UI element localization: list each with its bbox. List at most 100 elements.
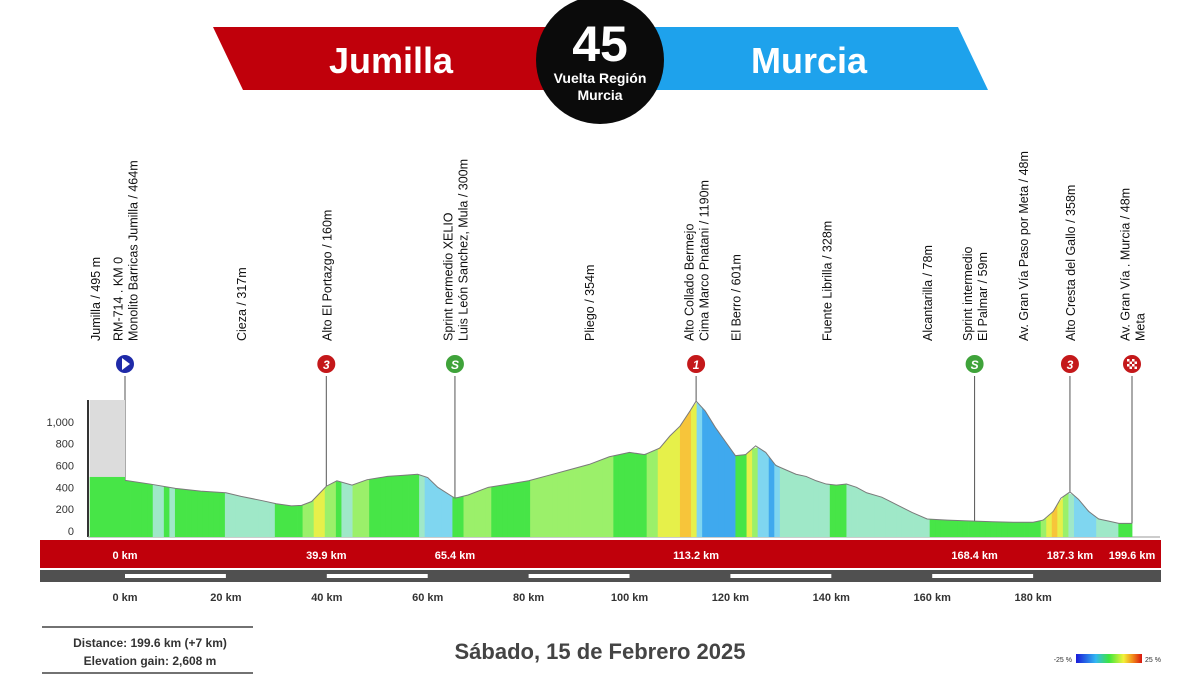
profile-slice [968,520,975,537]
profile-slice [380,476,387,537]
profile-slice [452,496,459,537]
profile-slice [557,471,564,537]
y-tick-label: 200 [56,504,74,516]
gradient-legend-bar [1076,654,1142,663]
profile-slice [607,455,614,537]
profile-slice [541,475,548,537]
km-marker-label: 65.4 km [435,550,476,562]
profile-slice [291,505,298,537]
profile-slice [441,489,448,537]
profile-slice [868,493,875,537]
waypoint-label: El Berro / 601m [729,254,743,341]
profile-slice [1057,496,1064,537]
waypoint-label: Alto El Portazgo / 160m [320,210,334,341]
profile-slice [469,492,476,537]
profile-slice [746,448,753,537]
profile-slice [901,507,908,537]
profile-slice [624,452,631,537]
profile-slice [535,477,542,537]
profile-slice [269,502,276,537]
profile-slice [180,488,187,537]
profile-slice [657,443,664,537]
profile-slice [829,484,836,537]
profile-slice [1068,492,1075,537]
profile-slice [391,475,398,537]
distance-band [40,540,1161,568]
profile-slice [863,490,870,537]
profile-slice [940,519,947,537]
scale-segment [528,574,630,578]
profile-slice [319,487,326,537]
profile-slice [402,474,409,537]
profile-slice [1112,522,1119,537]
profile-slice [796,474,803,537]
profile-slice [230,493,237,537]
profile-slice [297,504,303,537]
profile-slice [213,492,220,537]
checkered-flag-icon [1129,366,1132,369]
profile-slice [247,497,254,537]
race-name-line-2: Murcia [577,87,622,103]
profile-slice [674,426,681,537]
profile-slice [813,479,820,537]
profile-slice [1007,522,1014,537]
profile-slice [280,504,287,537]
profile-slice [513,482,520,537]
race-name-line-1: Vuelta Región [554,70,647,86]
x-tick-label: 100 km [611,592,649,604]
elevation-gain-stat: Elevation gain: 2,608 m [84,654,217,668]
profile-slice [235,495,242,537]
waypoint-label: Alto Cresta del Gallo / 358m [1064,185,1078,341]
profile-slice [186,489,192,537]
profile-slice [646,451,653,537]
profile-slice [141,482,148,537]
waypoint-layer: Jumilla / 495 m RM-714 . KM 0 Monolito Bar… [89,151,1148,524]
profile-slice [1012,522,1019,537]
profile-slice [125,480,131,537]
profile-slice [951,520,958,537]
climb-category-3-marker [1058,353,1081,375]
profile-slice [1073,495,1080,537]
profile-slice [957,520,964,537]
profile-slice [613,454,620,537]
marker-label: S [451,358,459,372]
profile-slice [374,477,381,537]
profile-slice [630,452,636,537]
profile-slice [324,484,331,537]
stage-header: Jumilla Murcia 45 Vuelta Región Murcia [213,0,988,124]
sprint-marker [963,353,986,375]
elevation-profile [89,400,1133,537]
profile-slice [1051,504,1058,537]
profile-slice [435,485,442,537]
start-city-banner [213,27,566,90]
x-tick-label: 120 km [712,592,750,604]
gradient-legend: -25 % 25 % [1054,654,1161,664]
y-tick-label: 1,000 [46,417,74,429]
finish-city-name: Murcia [751,40,868,81]
profile-slice [457,496,464,537]
profile-slice [191,490,198,537]
profile-slice [757,447,764,537]
scale-segment [730,574,832,578]
waypoint-label: Av. Gran Vía Paso por Meta / 48m [1017,151,1031,341]
profile-slice [890,501,897,537]
profile-slice [1035,520,1042,537]
profile-slice [358,480,365,537]
profile-slice [741,453,747,537]
profile-slice [585,463,592,537]
profile-slice [524,480,531,537]
profile-slice [591,461,598,537]
profile-slice [929,519,936,537]
profile-slice [241,496,248,537]
profile-slice [1101,519,1108,537]
checkered-flag-icon [1134,366,1137,369]
profile-slice [1085,507,1092,537]
profile-slice [707,415,714,537]
checkered-flag-icon [1127,359,1130,362]
waypoint-label: Pliego / 354m [583,265,597,341]
x-tick-label: 20 km [210,592,241,604]
profile-slice [696,401,703,537]
scale-segment [125,574,226,578]
profile-slice [480,488,487,537]
profile-slice [224,492,231,537]
